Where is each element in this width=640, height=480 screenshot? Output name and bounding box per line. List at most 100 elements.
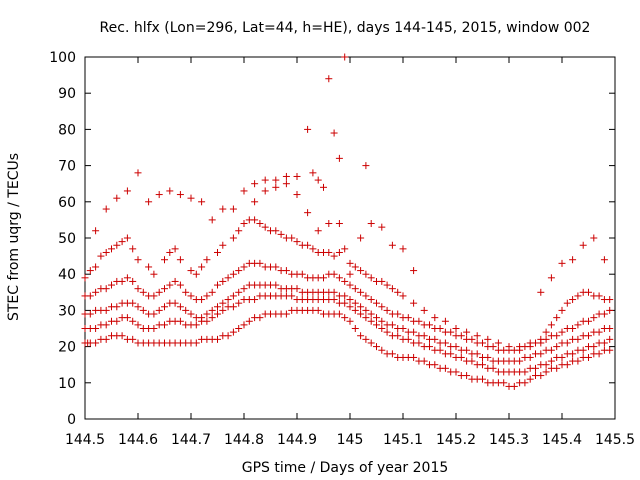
data-point — [235, 267, 243, 275]
data-point — [240, 263, 248, 271]
y-tick-label: 10 — [58, 376, 76, 392]
data-point — [547, 357, 555, 365]
plot-border — [84, 56, 616, 420]
data-point — [463, 372, 471, 380]
data-point — [378, 317, 386, 325]
data-point — [150, 310, 158, 318]
data-point — [150, 270, 158, 278]
data-point — [176, 256, 184, 264]
y-tick-label: 0 — [67, 412, 76, 428]
data-point — [378, 346, 386, 354]
data-point — [251, 180, 259, 188]
data-point — [293, 238, 301, 246]
data-point — [441, 339, 449, 347]
data-point — [367, 339, 375, 347]
data-point — [108, 245, 115, 253]
y-tick-label: 20 — [58, 340, 76, 356]
data-point — [198, 296, 206, 304]
data-point — [261, 187, 269, 195]
data-point — [129, 317, 137, 325]
x-tick-label: 145.4 — [542, 432, 582, 448]
data-point — [330, 270, 338, 278]
data-point — [351, 306, 359, 314]
data-point — [367, 274, 375, 282]
data-point — [585, 317, 592, 325]
data-point — [362, 292, 370, 300]
data-point — [410, 353, 418, 361]
data-point — [304, 209, 312, 217]
data-point — [569, 256, 577, 264]
data-point — [547, 274, 555, 282]
data-point — [224, 274, 232, 282]
y-tick-label: 70 — [58, 159, 76, 175]
data-point — [229, 270, 237, 278]
data-point — [235, 288, 243, 296]
x-axis-label: GPS time / Days of year 2015 — [242, 460, 449, 476]
data-point — [606, 335, 614, 343]
data-point — [102, 285, 110, 293]
data-point — [176, 317, 184, 325]
data-point — [346, 296, 354, 304]
data-point — [92, 263, 100, 271]
x-tick-label: 144.8 — [224, 432, 264, 448]
y-axis: 0 10 20 30 40 50 60 70 80 90 100 — [49, 50, 615, 428]
data-point — [166, 248, 174, 256]
data-point — [282, 310, 290, 318]
data-point — [410, 299, 418, 307]
data-point — [357, 303, 365, 311]
data-point — [516, 343, 524, 351]
data-point — [595, 328, 603, 336]
data-point — [320, 274, 327, 282]
data-point — [394, 288, 402, 296]
data-point — [558, 306, 566, 314]
data-point — [563, 339, 571, 347]
data-point — [420, 332, 428, 340]
data-point — [415, 339, 423, 347]
data-point — [399, 292, 407, 300]
y-tick-label: 30 — [58, 303, 76, 319]
data-point — [436, 325, 444, 332]
data-points — [81, 53, 614, 390]
data-point — [468, 335, 476, 343]
data-point — [600, 256, 608, 264]
data-point — [563, 361, 571, 369]
data-point — [463, 346, 471, 354]
data-point — [606, 306, 614, 314]
data-point — [489, 343, 497, 351]
data-point — [335, 220, 343, 228]
data-point — [155, 306, 163, 314]
data-point — [129, 277, 137, 285]
data-point — [335, 154, 343, 162]
data-point — [537, 335, 545, 343]
data-point — [351, 299, 359, 307]
data-point — [341, 53, 349, 61]
data-point — [341, 292, 349, 300]
data-point — [166, 281, 174, 289]
data-point — [357, 234, 365, 242]
data-point — [219, 306, 227, 314]
data-point — [484, 353, 492, 361]
data-point — [394, 310, 402, 318]
data-point — [219, 241, 227, 249]
data-point — [288, 234, 296, 242]
data-point — [171, 245, 179, 253]
data-point — [473, 332, 481, 340]
data-point — [293, 285, 301, 293]
data-point — [176, 191, 184, 199]
data-point — [505, 343, 513, 351]
data-point — [240, 321, 248, 329]
data-point — [272, 227, 280, 235]
data-point — [251, 296, 259, 304]
data-point — [219, 205, 227, 213]
data-point — [251, 198, 259, 206]
data-point — [590, 314, 598, 322]
data-point — [325, 248, 333, 256]
data-point — [187, 267, 195, 275]
data-point — [261, 176, 269, 184]
data-point — [314, 227, 322, 235]
data-point — [595, 292, 603, 300]
data-point — [526, 339, 534, 347]
data-point — [113, 303, 121, 311]
data-point — [288, 292, 296, 300]
data-point — [362, 314, 370, 322]
